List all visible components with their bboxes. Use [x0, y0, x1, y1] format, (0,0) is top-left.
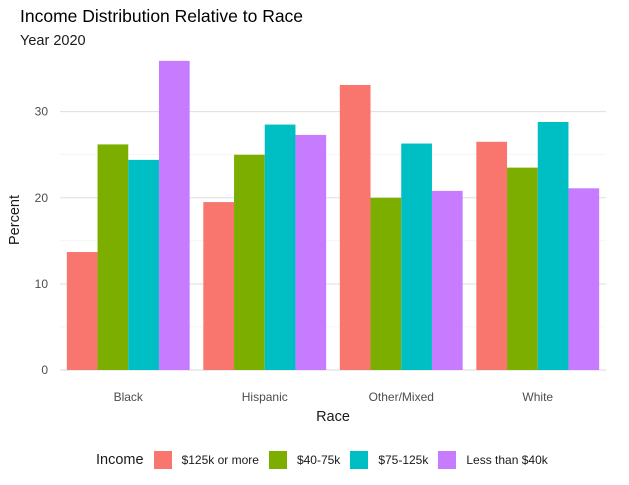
bar-black-series-0	[66, 252, 98, 370]
legend-item-40-75k: $40-75k	[268, 451, 341, 469]
legend-swatch	[438, 451, 457, 469]
x-tick-label: Hispanic	[242, 390, 288, 404]
y-axis-title: Percent	[7, 195, 23, 245]
bar-other-mixed-series-0	[339, 84, 371, 370]
legend-item-less-than-40k: Less than $40k	[438, 451, 548, 469]
chart-title: Income Distribution Relative to Race	[20, 6, 304, 26]
bar-hispanic-series-3	[295, 134, 327, 370]
bar-white-series-0	[476, 141, 508, 370]
legend-label: $40-75k	[296, 453, 341, 467]
y-tick-label: 0	[41, 363, 48, 377]
bars	[66, 60, 600, 370]
bar-white-series-2	[537, 122, 569, 370]
y-tick-label: 30	[35, 105, 49, 119]
bar-black-series-1	[97, 144, 129, 370]
chart-subtitle: Year 2020	[20, 33, 86, 49]
bar-white-series-1	[507, 167, 538, 370]
bar-hispanic-series-2	[264, 124, 296, 370]
x-tick-label: Other/Mixed	[369, 390, 434, 404]
y-tick-labels: 0 10 20 30	[35, 105, 49, 377]
bar-black-series-2	[128, 159, 159, 370]
legend-label: Less than $40k	[466, 453, 548, 467]
x-tick-label: Black	[114, 390, 144, 404]
bar-black-series-3	[158, 60, 190, 370]
y-tick-label: 10	[35, 277, 49, 291]
y-tick-label: 20	[35, 191, 49, 205]
legend-label: $125k or more	[181, 453, 259, 467]
legend-item-125k-or-more: $125k or more	[153, 451, 259, 469]
bar-hispanic-series-1	[234, 154, 265, 370]
bar-other-mixed-series-3	[431, 190, 463, 370]
bar-other-mixed-series-2	[401, 143, 432, 370]
legend-swatch	[268, 451, 287, 469]
legend-item-75-125k: $75-125k	[350, 451, 428, 469]
bar-other-mixed-series-1	[370, 197, 402, 370]
bar-white-series-3	[568, 188, 600, 370]
x-tick-labels: Black Hispanic Other/Mixed White	[114, 390, 554, 404]
bar-hispanic-series-0	[203, 202, 235, 370]
x-tick-label: White	[522, 390, 553, 404]
x-axis-title: Race	[316, 409, 350, 425]
legend: Income $125k or more $40-75k $75-125k Le…	[96, 445, 558, 475]
bar-chart: 0 10 20 30 Black Hispanic Other/Mixed White Ra…	[7, 60, 606, 425]
legend-title: Income	[96, 452, 144, 468]
legend-label: $75-125k	[378, 453, 429, 467]
legend-swatch	[153, 451, 172, 469]
legend-swatch	[350, 451, 369, 469]
